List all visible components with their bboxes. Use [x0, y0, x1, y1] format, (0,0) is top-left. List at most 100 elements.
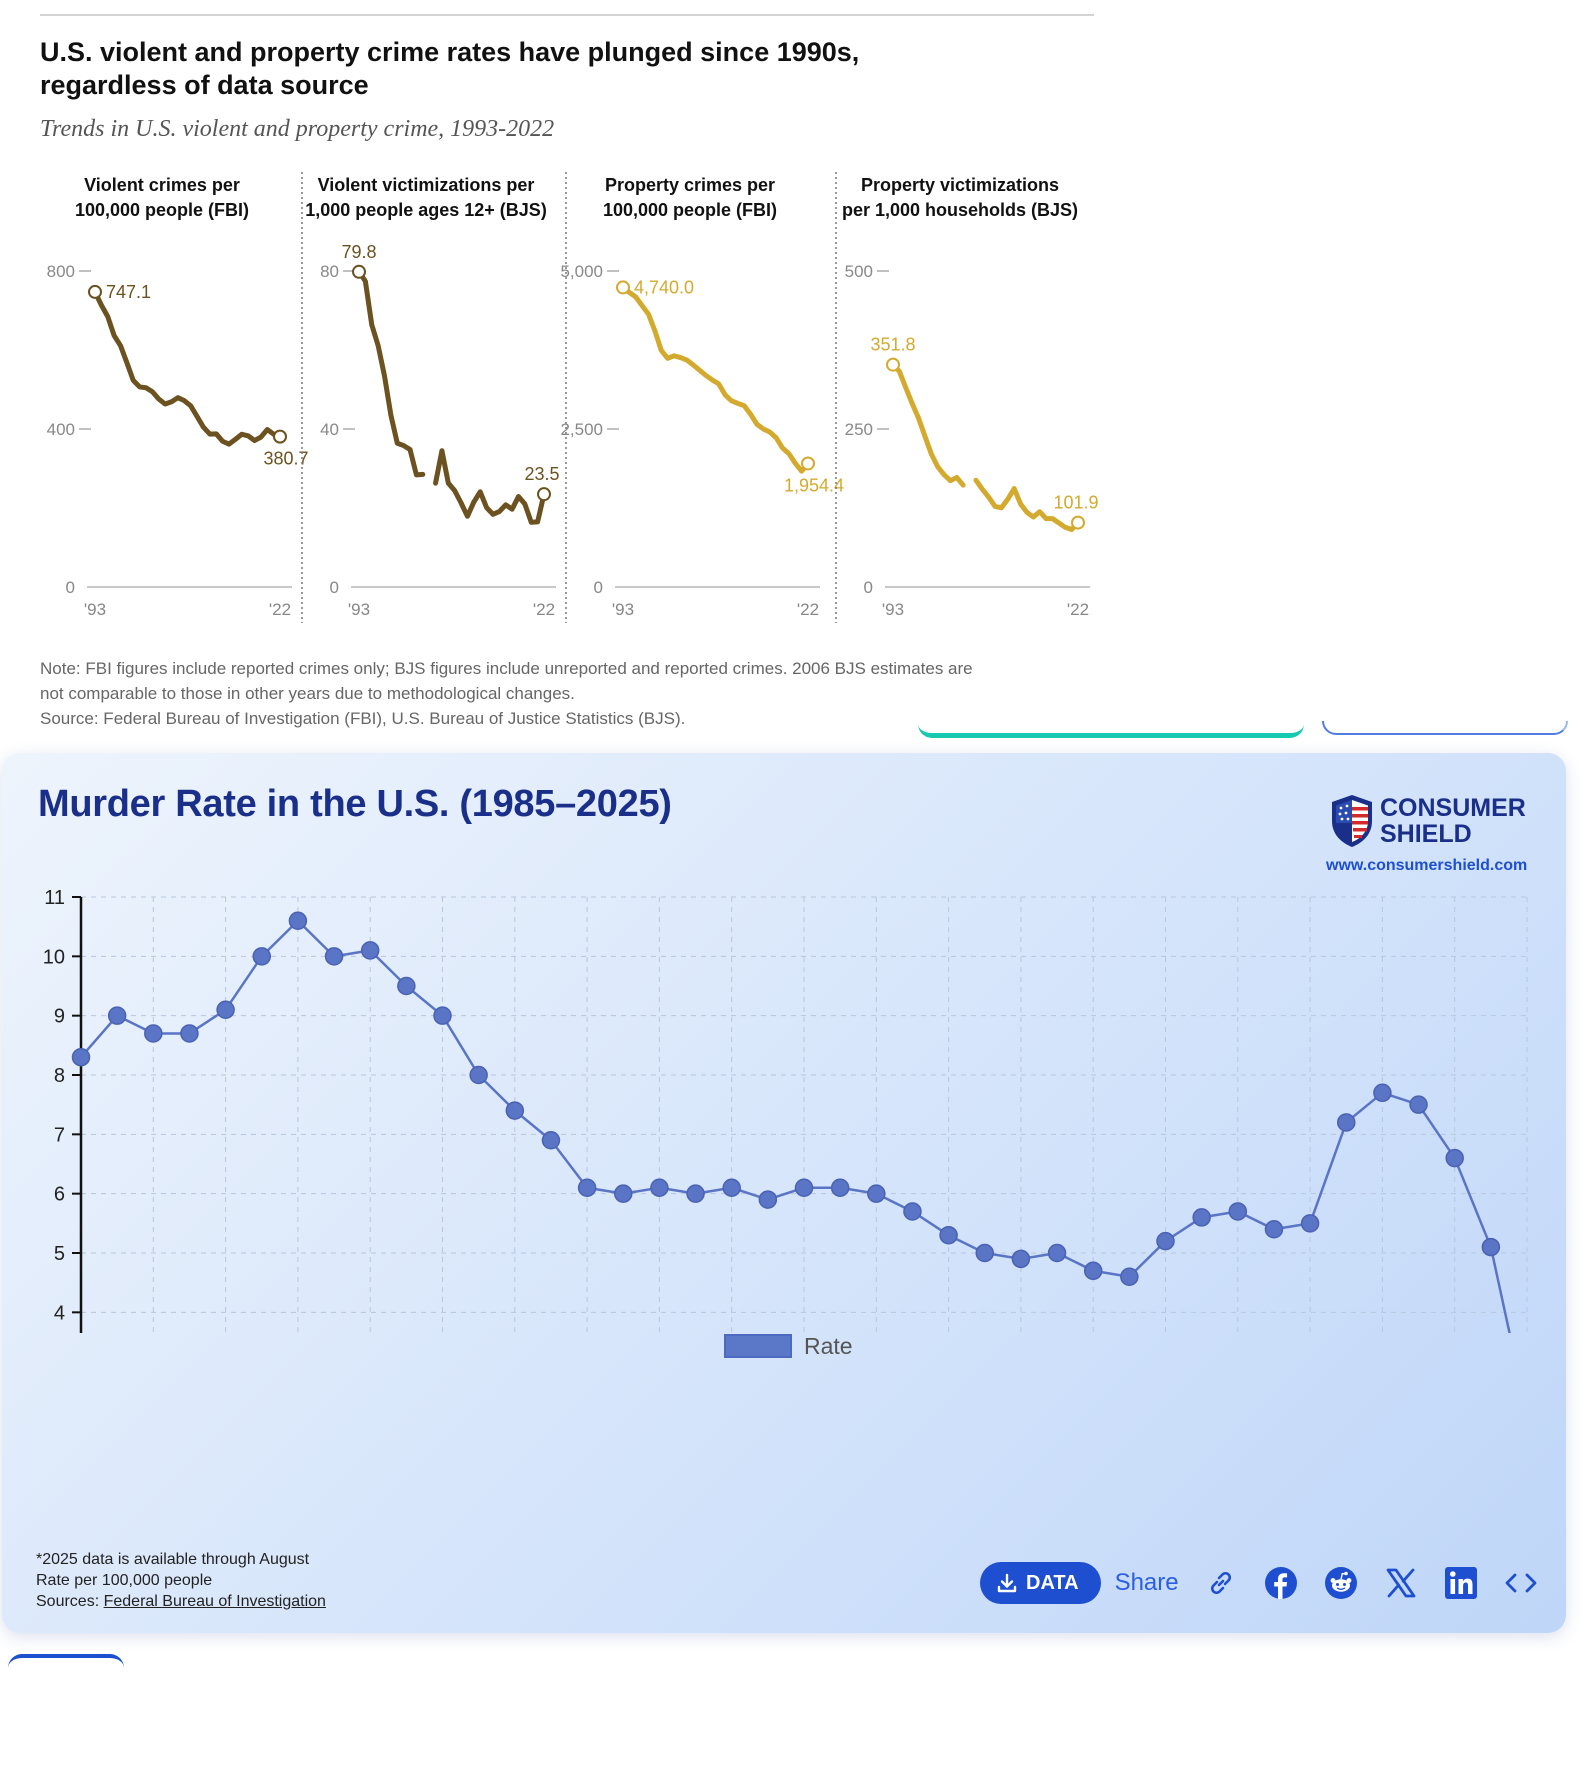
top-rule	[40, 14, 1094, 16]
rate-point	[469, 1065, 488, 1085]
brand-url[interactable]: www.consumershield.com	[1326, 857, 1528, 874]
rate-point	[1264, 1220, 1284, 1239]
rate-point	[650, 1178, 669, 1197]
data-button-label: DATA	[1026, 1571, 1079, 1594]
rate-point	[360, 941, 380, 960]
copy-link-button[interactable]	[1203, 1565, 1239, 1601]
rate-point	[794, 1178, 814, 1197]
legend-label: Rate	[804, 1332, 853, 1359]
note-line-1: Note: FBI figures include reported crime…	[40, 659, 973, 678]
y-tick-label: 6	[54, 1184, 65, 1206]
y-tick-label: 5	[54, 1243, 65, 1265]
rate-point	[1300, 1214, 1320, 1233]
chart-legend[interactable]: Rate	[724, 1331, 853, 1361]
footnote-sources: Sources: Federal Bureau of Investigation	[36, 1591, 326, 1612]
y-tick-label: 0	[864, 578, 873, 597]
source-line: Source: Federal Bureau of Investigation …	[40, 709, 686, 728]
rate-point	[577, 1178, 597, 1197]
x-tick-label: '93	[348, 600, 370, 619]
x-tick-label: '22	[533, 600, 555, 619]
legend-swatch	[724, 1334, 792, 1358]
y-tick-label: 2,500	[560, 420, 603, 439]
panel-title-line: Property victimizations	[861, 175, 1059, 195]
figure-title: U.S. violent and property crime rates ha…	[40, 37, 860, 100]
shield-logo-icon	[1332, 795, 1372, 847]
footnote-units: Rate per 100,000 people	[36, 1572, 213, 1589]
y-tick-label: 80	[320, 262, 339, 281]
footnote-data-availability: *2025 data is available through August	[36, 1551, 310, 1568]
rate-point	[505, 1101, 525, 1120]
series-line	[620, 284, 811, 474]
x-share-button[interactable]	[1383, 1565, 1419, 1601]
blue-tab-edge	[1322, 721, 1568, 735]
series-line	[356, 269, 426, 478]
panel-title-line: Violent crimes per	[84, 175, 240, 195]
end-value-label: 1,954.4	[784, 475, 844, 495]
end-value-label: 23.5	[524, 464, 559, 484]
reddit-share-button[interactable]	[1323, 1565, 1359, 1601]
link-icon	[1210, 1571, 1231, 1595]
start-value-label: 351.8	[870, 335, 915, 355]
end-marker	[1071, 515, 1085, 530]
share-label: Share	[1114, 1569, 1179, 1596]
share-toolbar: DATA Share	[980, 1561, 1539, 1605]
rate-point	[1047, 1243, 1067, 1263]
rate-point	[180, 1024, 199, 1043]
rate-point	[1228, 1202, 1248, 1221]
series-line	[973, 477, 1081, 533]
y-tick-label: 0	[66, 578, 75, 597]
rate-point	[324, 947, 344, 966]
rate-point	[830, 1178, 850, 1197]
y-tick-label: 8	[54, 1065, 65, 1087]
start-value-label: 747.1	[106, 282, 151, 302]
linkedin-icon	[1444, 1567, 1477, 1599]
series-line	[433, 448, 547, 525]
consumershield-logo[interactable]: CONSUMER SHIELD www.consumershield.com	[1322, 791, 1556, 874]
murder-rate-chart: 234567891011'85'87'89'91'93'95'97'99'01'…	[43, 887, 1528, 1333]
start-marker	[616, 280, 630, 295]
facebook-share-button[interactable]	[1263, 1565, 1299, 1601]
y-tick-label: 250	[845, 420, 873, 439]
end-marker	[801, 456, 815, 471]
card-title: Murder Rate in the U.S. (1985–2025)	[38, 783, 672, 825]
sources-link[interactable]: Federal Bureau of Investigation	[103, 1593, 326, 1610]
rate-point	[433, 1006, 452, 1025]
y-tick-label: 500	[845, 262, 873, 281]
y-tick-label: 9	[54, 1006, 65, 1028]
rate-point	[1011, 1249, 1031, 1269]
panel-1: Violent crimes per 100,000 people (FBI) 0 4…	[47, 172, 309, 623]
start-marker	[352, 264, 366, 279]
y-tick-label: 5,000	[560, 262, 603, 281]
rate-point	[867, 1184, 886, 1203]
end-value-label: 380.7	[263, 449, 308, 469]
x-icon	[1386, 1568, 1416, 1598]
teal-tab-edge	[918, 721, 1304, 738]
y-tick-label: 0	[330, 578, 339, 597]
y-tick-label: 11	[44, 887, 65, 909]
linkedin-share-button[interactable]	[1443, 1565, 1479, 1601]
panel-3: Property crimes per 100,000 people (FBI) 0…	[560, 172, 844, 623]
rate-point	[216, 1000, 235, 1019]
panel-2: Violent victimizations per 1,000 people a…	[305, 172, 567, 623]
panel-title-line: Property crimes per	[605, 175, 775, 195]
note-line-2: not comparable to those in other years d…	[40, 684, 575, 703]
panel-title-line: 100,000 people (FBI)	[75, 200, 249, 220]
brand-name-line-1: CONSUMER	[1380, 794, 1526, 822]
rate-point	[614, 1184, 633, 1203]
rate-point	[397, 976, 416, 996]
embed-button[interactable]	[1503, 1565, 1539, 1601]
panel-4: Property victimizations per 1,000 househo…	[842, 175, 1099, 619]
rate-point	[1409, 1095, 1428, 1114]
start-marker	[886, 357, 900, 372]
x-tick-label: '93	[882, 600, 904, 619]
rate-point	[1083, 1261, 1103, 1281]
panel-title-line: per 1,000 households (BJS)	[842, 200, 1078, 220]
rate-point	[1156, 1231, 1175, 1251]
murder-rate-card: Murder Rate in the U.S. (1985–2025) CONS…	[2, 753, 1566, 1633]
download-data-button[interactable]: DATA	[980, 1562, 1101, 1604]
rate-point	[1373, 1083, 1392, 1103]
panel-title-line: Violent victimizations per	[318, 175, 535, 195]
end-marker	[537, 487, 551, 502]
x-tick-label: '22	[797, 600, 819, 619]
y-tick-label: 10	[43, 946, 65, 968]
